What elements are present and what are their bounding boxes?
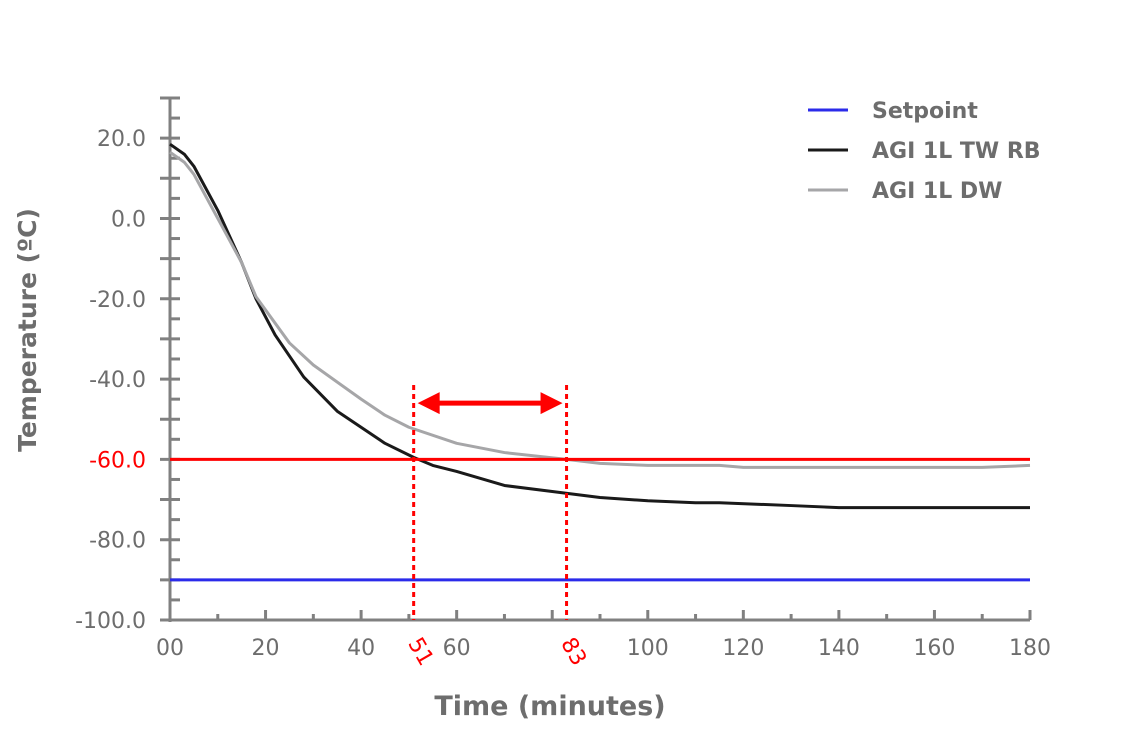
- y-axis-label: Temperature (ºC): [13, 208, 42, 452]
- x-tick-label: 120: [722, 636, 764, 661]
- arrow-head-left-icon: [417, 392, 440, 415]
- series-line: [169, 150, 1031, 469]
- x-tick-label: 140: [818, 636, 860, 661]
- legend-label: Setpoint: [872, 99, 978, 124]
- y-tick-label: -20.0: [89, 288, 146, 313]
- series-line: [169, 142, 1030, 510]
- x-axis-label: Time (minutes): [434, 691, 665, 722]
- x-tick-label: 180: [1009, 636, 1051, 661]
- x-tick-label: 60: [443, 636, 471, 661]
- marker-label: 51: [402, 634, 438, 671]
- marker-label: 83: [555, 634, 591, 671]
- x-tick-label: 160: [913, 636, 955, 661]
- y-tick-label: -40.0: [89, 368, 146, 393]
- axes: 20.0 0.0 -20.0 -40.0 -60.0 -80.0 -100.0 00 20 40 6…: [75, 96, 1051, 661]
- legend-label: AGI 1L TW RB: [872, 139, 1041, 164]
- y-tick-label: 0.0: [111, 207, 146, 232]
- x-tick-label: 20: [252, 636, 280, 661]
- y-tick-label: -60.0: [89, 448, 146, 473]
- annotations: 51 83: [170, 385, 1030, 670]
- x-tick-label: 100: [627, 636, 669, 661]
- legend: Setpoint AGI 1L TW RB AGI 1L DW: [808, 99, 1041, 204]
- legend-label: AGI 1L DW: [872, 179, 1002, 204]
- y-tick-label: -100.0: [75, 609, 146, 634]
- x-tick-label: 40: [347, 636, 375, 661]
- y-tick-label: 20.0: [97, 127, 146, 152]
- y-tick-label: -80.0: [89, 529, 146, 554]
- series-lines: [169, 142, 1031, 582]
- x-tick-label: 00: [156, 636, 184, 661]
- arrow-head-right-icon: [540, 392, 563, 415]
